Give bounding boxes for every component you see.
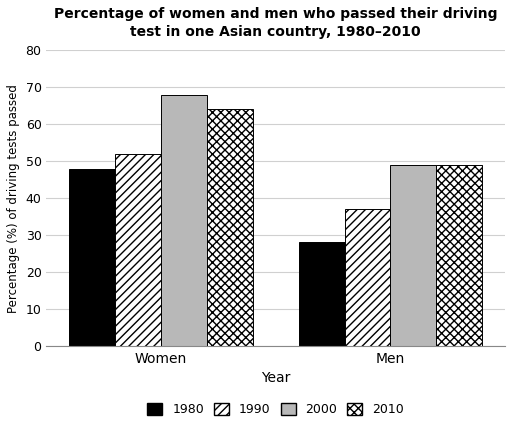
X-axis label: Year: Year <box>261 371 290 385</box>
Legend: 1980, 1990, 2000, 2010: 1980, 1990, 2000, 2010 <box>143 400 408 420</box>
Title: Percentage of women and men who passed their driving
test in one Asian country, : Percentage of women and men who passed t… <box>54 7 498 39</box>
Bar <box>298 242 345 346</box>
Y-axis label: Percentage (%) of driving tests passed: Percentage (%) of driving tests passed <box>7 84 20 313</box>
Bar <box>436 165 482 346</box>
Bar <box>69 168 115 346</box>
Bar <box>161 94 207 346</box>
Bar <box>390 165 436 346</box>
Bar <box>115 154 161 346</box>
Bar <box>207 110 253 346</box>
Bar <box>345 209 390 346</box>
